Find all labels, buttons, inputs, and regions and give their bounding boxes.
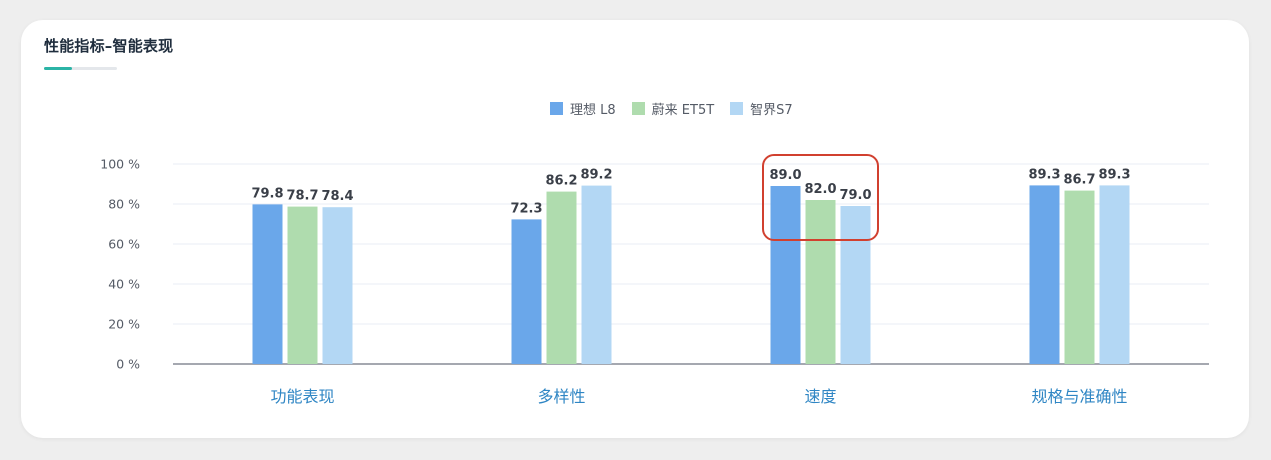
data-label: 82.0 <box>804 182 836 197</box>
data-label: 79.8 <box>251 186 283 201</box>
data-label: 78.7 <box>286 189 318 204</box>
bar <box>252 204 283 364</box>
y-tick-label: 80 % <box>108 197 140 212</box>
chart-card: 性能指标–智能表现 理想 L8 蔚来 ET5T 智界S7 0 % 20 % 40 %… <box>21 20 1249 438</box>
data-label: 86.2 <box>545 174 577 189</box>
x-tick-label: 规格与准确性 <box>1031 387 1127 406</box>
data-label: 89.3 <box>1098 167 1130 182</box>
legend-swatch-1 <box>631 102 645 115</box>
bar <box>546 191 577 364</box>
x-tick-label: 功能表现 <box>270 387 334 406</box>
title-underline-accent <box>44 67 72 70</box>
y-tick-label: 60 % <box>108 237 140 252</box>
data-label: 79.0 <box>839 188 871 203</box>
legend-item-series-1[interactable]: 蔚来 ET5T <box>631 99 715 118</box>
data-label: 86.7 <box>1063 173 1095 188</box>
x-tick-label: 速度 <box>804 387 836 406</box>
data-label: 89.0 <box>769 168 801 183</box>
legend-label-2: 智界S7 <box>750 103 793 118</box>
bar <box>770 186 801 364</box>
y-tick-label: 0 % <box>116 357 140 372</box>
y-tick-label: 40 % <box>108 277 140 292</box>
bar <box>287 206 318 364</box>
x-tick-label: 多样性 <box>537 387 585 406</box>
data-label: 89.2 <box>580 168 612 183</box>
legend-swatch-2 <box>730 102 744 115</box>
chart-legend: 理想 L8 蔚来 ET5T 智界S7 <box>550 99 809 118</box>
legend-label-1: 蔚来 ET5T <box>651 103 715 118</box>
bar-chart: 0 % 20 % 40 % 60 % 80 % 100 % 79.8 78.7 78.4 功能表现… <box>100 157 1209 406</box>
bar <box>322 207 353 364</box>
data-label: 72.3 <box>510 201 542 216</box>
y-tick-label: 100 % <box>100 157 140 172</box>
bar <box>1064 190 1095 364</box>
bar <box>1099 185 1130 364</box>
bar <box>581 185 612 364</box>
highlight-box <box>762 154 879 241</box>
data-label: 89.3 <box>1028 167 1060 182</box>
bar <box>511 219 542 364</box>
legend-label-0: 理想 L8 <box>570 103 616 118</box>
legend-item-series-2[interactable]: 智界S7 <box>730 99 793 118</box>
legend-item-series-0[interactable]: 理想 L8 <box>550 99 616 118</box>
title-underline <box>44 67 117 70</box>
chart-title: 性能指标–智能表现 <box>44 37 174 55</box>
bar <box>805 200 836 364</box>
bar <box>840 206 871 364</box>
data-label: 78.4 <box>321 189 353 204</box>
bar <box>1029 185 1060 364</box>
y-tick-label: 20 % <box>108 317 140 332</box>
legend-swatch-0 <box>550 102 563 115</box>
